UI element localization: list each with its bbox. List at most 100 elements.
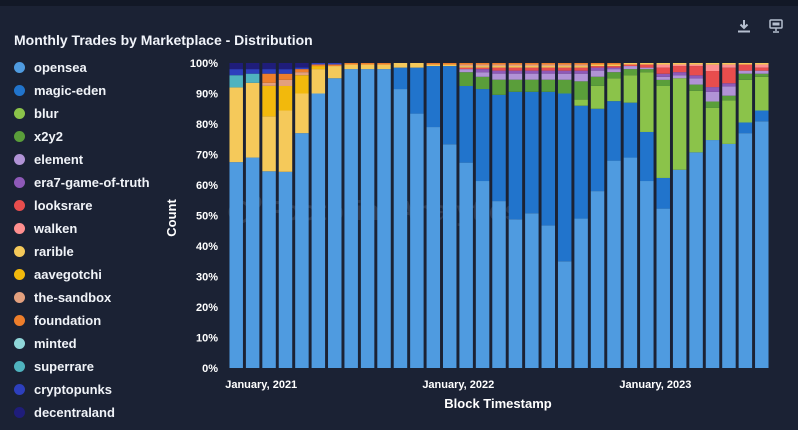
bar-segment-element[interactable] (607, 69, 621, 73)
legend-item-opensea[interactable]: opensea (14, 56, 184, 79)
bar-segment-rarible[interactable] (722, 63, 736, 65)
bar-segment-x2y2[interactable] (459, 72, 473, 86)
bar-segment-the-sandbox[interactable] (541, 64, 556, 67)
bar-segment-rarible[interactable] (640, 63, 654, 65)
legend-item-cryptopunks[interactable]: cryptopunks (14, 378, 184, 401)
legend-item-minted[interactable]: minted (14, 332, 184, 355)
bar-segment-opensea[interactable] (344, 69, 358, 368)
bar-segment-opensea[interactable] (755, 121, 769, 369)
bar-segment-decentraland[interactable] (262, 63, 276, 70)
bar-segment-looksrare[interactable] (705, 71, 720, 88)
bar-segment-opensea[interactable] (689, 152, 703, 368)
bar-segment-looksrare[interactable] (672, 66, 687, 73)
bar-segment-rarible[interactable] (360, 64, 375, 70)
bar-segment-opensea[interactable] (705, 140, 720, 368)
bar-segment-x2y2[interactable] (492, 79, 506, 95)
bar-segment-era7-game-of-truth[interactable] (672, 72, 687, 76)
bar-segment-opensea[interactable] (278, 171, 293, 368)
bar-segment-aavegotchi[interactable] (295, 75, 309, 94)
bar-segment-opensea[interactable] (245, 157, 260, 368)
bar-segment-rarible[interactable] (590, 64, 605, 67)
bar-segment-foundation[interactable] (541, 63, 556, 65)
bar-segment-rarible[interactable] (410, 63, 424, 68)
bar-segment-rarible[interactable] (426, 64, 441, 67)
bar-segment-x2y2[interactable] (508, 79, 523, 92)
bar-segment-foundation[interactable] (607, 63, 621, 65)
bar-segment-foundation[interactable] (525, 63, 539, 65)
bar-segment-foundation[interactable] (278, 73, 293, 80)
bar-segment-looksrare[interactable] (541, 67, 556, 71)
bar-segment-blur[interactable] (640, 72, 654, 132)
bar-segment-opensea[interactable] (459, 162, 473, 368)
bar-segment-opensea[interactable] (393, 89, 408, 368)
bar-segment-opensea[interactable] (442, 144, 457, 368)
bar-segment-rarible[interactable] (311, 69, 326, 94)
bar-segment-opensea[interactable] (557, 261, 572, 368)
bar-segment-x2y2[interactable] (557, 79, 572, 94)
bar-segment-foundation[interactable] (590, 63, 605, 65)
bar-segment-looksrare[interactable] (574, 67, 588, 71)
bar-segment-x2y2[interactable] (525, 79, 539, 92)
bar-segment-rarible[interactable] (475, 66, 490, 68)
bar-segment-era7-game-of-truth[interactable] (574, 70, 588, 74)
bar-segment-foundation[interactable] (426, 63, 441, 65)
bar-segment-x2y2[interactable] (755, 73, 769, 77)
bar-segment-foundation[interactable] (262, 73, 276, 83)
bar-segment-walken[interactable] (656, 64, 670, 68)
bar-segment-foundation[interactable] (377, 63, 391, 65)
legend-item-blur[interactable]: blur (14, 102, 184, 125)
bar-segment-opensea[interactable] (229, 162, 243, 369)
bar-segment-opensea[interactable] (328, 78, 342, 368)
bar-segment-rarible[interactable] (278, 110, 293, 172)
bar-segment-element[interactable] (475, 72, 490, 77)
bar-segment-element[interactable] (574, 73, 588, 82)
bar-segment-rarible[interactable] (574, 66, 588, 68)
bar-segment-opensea[interactable] (508, 219, 523, 368)
bar-segment-foundation[interactable] (492, 63, 506, 65)
bar-segment-era7-game-of-truth[interactable] (541, 70, 556, 74)
bar-segment-x2y2[interactable] (541, 79, 556, 92)
bar-segment-era7-game-of-truth[interactable] (475, 69, 490, 73)
bar-segment-looksrare[interactable] (475, 67, 490, 70)
bar-segment-era7-game-of-truth[interactable] (557, 70, 572, 74)
bar-segment-x2y2[interactable] (475, 76, 490, 90)
bar-segment-element[interactable] (640, 67, 654, 70)
bar-segment-looksrare[interactable] (508, 67, 523, 71)
bar-segment-rarible[interactable] (689, 63, 703, 65)
bar-segment-the-sandbox[interactable] (525, 64, 539, 67)
bar-segment-x2y2[interactable] (656, 79, 670, 86)
bar-segment-era7-game-of-truth[interactable] (607, 67, 621, 70)
bar-segment-x2y2[interactable] (574, 81, 588, 100)
bar-segment-x2y2[interactable] (590, 76, 605, 86)
bar-segment-magic-eden[interactable] (393, 67, 408, 90)
bar-segment-opensea[interactable] (574, 218, 588, 368)
bar-segment-foundation[interactable] (328, 64, 342, 67)
bar-segment-opensea[interactable] (525, 213, 539, 368)
bar-segment-blur[interactable] (738, 79, 753, 123)
bar-segment-element[interactable] (689, 78, 703, 85)
bar-segment-looksrare[interactable] (640, 64, 654, 68)
bar-segment-magic-eden[interactable] (640, 131, 654, 182)
embed-icon[interactable] (768, 18, 784, 34)
bar-segment-rarible[interactable] (245, 82, 260, 158)
bar-segment-rarible[interactable] (525, 66, 539, 68)
bar-segment-element[interactable] (541, 73, 556, 80)
bar-segment-rarible[interactable] (623, 63, 638, 65)
bar-segment-the-sandbox[interactable] (574, 64, 588, 67)
bar-segment-looksrare[interactable] (656, 67, 670, 74)
bar-segment-aavegotchi[interactable] (278, 85, 293, 111)
bar-segment-opensea[interactable] (492, 201, 506, 368)
bar-segment-magic-eden[interactable] (508, 91, 523, 220)
bar-segment-element[interactable] (672, 75, 687, 79)
bar-segment-magic-eden[interactable] (410, 67, 424, 114)
bar-segment-blur[interactable] (672, 78, 687, 170)
bar-segment-aavegotchi[interactable] (262, 85, 276, 117)
bar-segment-element[interactable] (755, 70, 769, 74)
bar-segment-cryptopunks[interactable] (311, 63, 326, 65)
bar-segment-opensea[interactable] (656, 208, 670, 368)
bar-segment-looksrare[interactable] (459, 67, 473, 70)
bar-segment-x2y2[interactable] (705, 101, 720, 108)
bar-segment-element[interactable] (557, 73, 572, 80)
bar-segment-looksrare[interactable] (525, 67, 539, 71)
bar-segment-opensea[interactable] (377, 69, 391, 368)
